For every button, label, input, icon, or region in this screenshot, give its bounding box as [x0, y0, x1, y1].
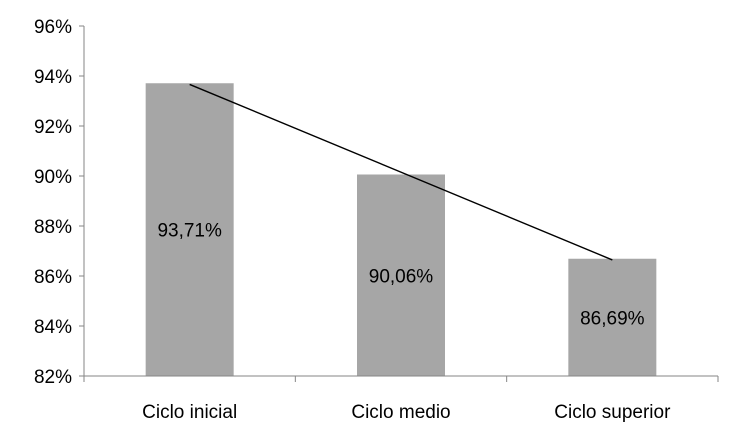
data-label-0: 93,71% — [157, 221, 222, 242]
y-tick-label-6: 94% — [34, 67, 72, 88]
bar-2 — [568, 258, 657, 376]
x-tick-label-2: Ciclo superior — [554, 402, 671, 423]
y-tick-label-1: 84% — [34, 317, 72, 338]
y-tick-label-7: 96% — [34, 17, 72, 38]
trendline — [189, 83, 613, 261]
data-labels-layer: 93,71% 90,06% 86,69% — [157, 221, 644, 330]
axes-layer: 82% 84% 86% 88% 90% 92% 94% 96% Ciclo inicial Cic… — [34, 17, 719, 423]
x-tick-label-0: Ciclo inicial — [142, 402, 237, 423]
y-tick-label-2: 86% — [34, 267, 72, 288]
bar-0 — [145, 83, 234, 376]
bar-1 — [357, 174, 445, 376]
x-tick-label-1: Ciclo medio — [351, 402, 450, 423]
y-tick-label-4: 90% — [34, 167, 72, 188]
y-tick-label-0: 82% — [34, 367, 72, 388]
trendline-layer — [189, 83, 613, 261]
data-label-1: 90,06% — [369, 266, 434, 287]
y-tick-label-3: 88% — [34, 217, 72, 238]
y-tick-label-5: 92% — [34, 117, 72, 138]
data-label-2: 86,69% — [580, 308, 645, 329]
bars-layer — [145, 83, 657, 376]
